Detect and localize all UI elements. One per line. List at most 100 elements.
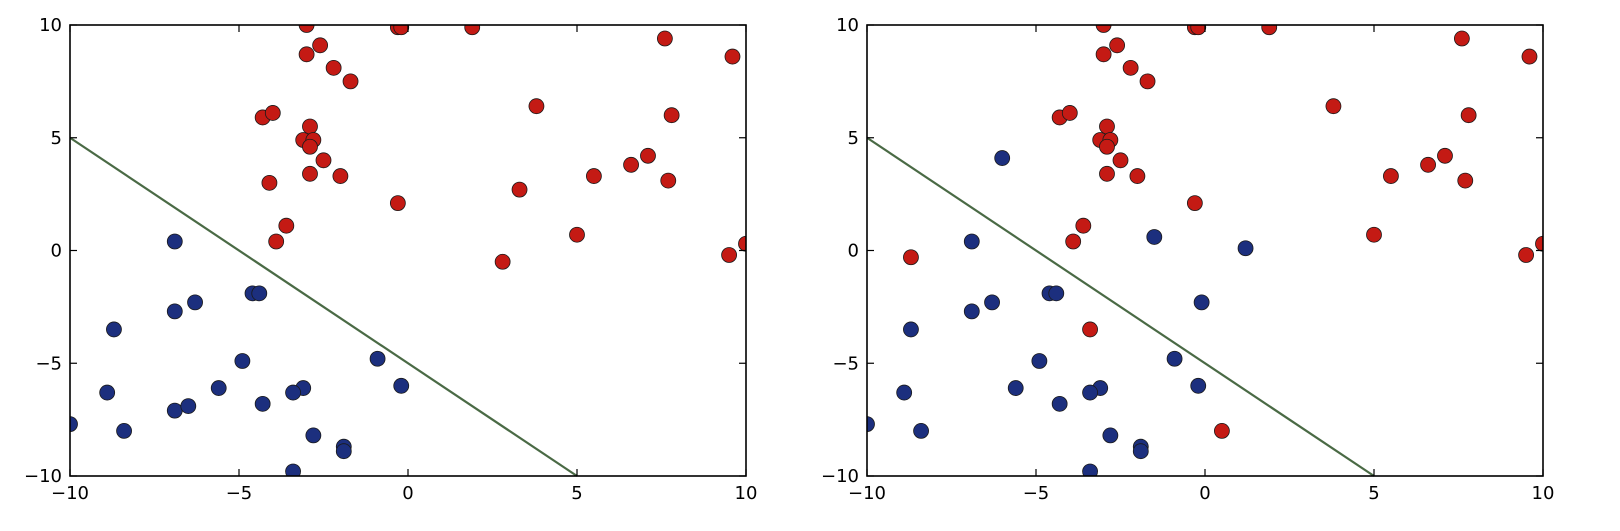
scatter-panel-left: −10 −5 0 5 10 −10 −5 0 5 10	[24, 15, 757, 504]
data-point-red	[1214, 422, 1230, 439]
data-point-blue	[1082, 463, 1098, 476]
x-tick-label: 0	[402, 483, 413, 504]
data-point-red	[738, 235, 746, 252]
y-tick-label: 5	[848, 128, 859, 149]
y-tick-label: 10	[836, 15, 859, 36]
data-point-red	[1453, 30, 1470, 47]
data-point-red	[261, 174, 278, 191]
data-point-red	[278, 217, 295, 234]
data-point-red	[660, 172, 677, 189]
data-point-red	[302, 165, 318, 182]
data-point-red	[1095, 25, 1112, 33]
data-point-red	[389, 195, 406, 212]
data-point-red	[1518, 247, 1534, 263]
data-point-red	[1190, 25, 1207, 36]
scatter-panel-right: −10 −5 0 5 10 −10 −5 0 5 10	[821, 15, 1554, 504]
y-tick-label: −5	[832, 353, 859, 374]
data-point-red	[724, 48, 741, 65]
data-point-blue	[234, 353, 251, 369]
data-point-blue	[1048, 285, 1065, 302]
data-point-blue	[1082, 384, 1098, 401]
data-point-red	[1420, 156, 1436, 173]
data-point-red	[315, 152, 332, 169]
data-point-blue	[251, 285, 268, 302]
data-point-red	[1325, 98, 1342, 115]
data-point-red	[268, 233, 285, 250]
data-point-blue	[867, 416, 875, 433]
data-point-red	[302, 118, 318, 135]
data-point-red	[1383, 168, 1399, 184]
data-point-red	[528, 98, 545, 115]
x-tick-label: −10	[848, 483, 886, 504]
data-point-blue	[994, 150, 1011, 166]
y-tick-label: −5	[35, 353, 62, 374]
data-point-red	[464, 25, 481, 36]
data-point-red	[1109, 37, 1126, 54]
data-point-blue	[1102, 427, 1119, 444]
data-point-blue	[1190, 377, 1207, 394]
data-point-blue	[166, 303, 183, 320]
data-point-red	[663, 107, 680, 124]
data-point-red	[1075, 217, 1092, 234]
data-point-blue	[99, 384, 116, 401]
data-point-red	[511, 181, 528, 198]
decision-boundary-line	[866, 136, 1375, 477]
data-point-red	[656, 30, 673, 47]
data-point-red	[640, 147, 656, 164]
data-point-red	[721, 247, 737, 263]
data-point-blue	[903, 321, 919, 338]
data-point-blue	[1051, 395, 1068, 412]
data-point-red	[1437, 147, 1453, 164]
data-point-red	[312, 37, 329, 54]
data-point-red	[1186, 195, 1203, 212]
x-tick-label: 0	[1199, 483, 1210, 504]
data-point-red	[1061, 105, 1078, 121]
x-tick-label: 5	[1368, 483, 1379, 504]
data-point-blue	[393, 377, 410, 394]
data-point-blue	[1031, 353, 1048, 369]
data-point-red	[1139, 73, 1156, 90]
data-point-red	[1457, 172, 1474, 189]
data-point-blue	[963, 233, 980, 250]
data-point-blue	[1237, 240, 1254, 257]
data-point-red	[569, 226, 585, 243]
data-point-blue	[187, 294, 203, 311]
data-point-red	[903, 249, 919, 266]
data-point-red	[1099, 165, 1115, 182]
data-point-blue	[1007, 380, 1024, 396]
data-point-red	[1112, 152, 1129, 169]
data-point-blue	[180, 398, 197, 414]
data-point-red	[1129, 168, 1146, 184]
data-point-red	[332, 168, 349, 184]
y-tick-label: −10	[24, 466, 62, 487]
data-point-blue	[984, 294, 1000, 311]
data-point-blue	[369, 350, 386, 367]
x-tick-label: 10	[1532, 483, 1555, 504]
x-tick-label: 10	[735, 483, 758, 504]
x-tick-label: −5	[226, 483, 253, 504]
data-point-blue	[70, 416, 78, 433]
data-point-blue	[1166, 350, 1183, 367]
data-point-blue	[913, 422, 929, 439]
data-point-blue	[1146, 229, 1163, 245]
data-point-red	[1535, 235, 1543, 252]
data-point-blue	[285, 463, 301, 476]
data-point-red	[623, 156, 639, 173]
data-point-red	[1082, 321, 1098, 338]
data-point-red	[1261, 25, 1278, 36]
data-point-blue	[896, 384, 913, 401]
data-point-red	[1065, 233, 1082, 250]
data-point-red	[1521, 48, 1538, 65]
data-point-red	[1095, 46, 1112, 63]
y-tick-label: 5	[51, 128, 62, 149]
data-point-red	[298, 25, 315, 33]
data-point-blue	[1132, 443, 1149, 460]
x-tick-label: −5	[1023, 483, 1050, 504]
data-point-red	[494, 253, 511, 270]
x-tick-label: −10	[51, 483, 89, 504]
data-point-red	[1460, 107, 1477, 124]
y-tick-label: −10	[821, 466, 859, 487]
data-point-red	[1099, 118, 1115, 135]
decision-boundary-line	[69, 136, 578, 477]
